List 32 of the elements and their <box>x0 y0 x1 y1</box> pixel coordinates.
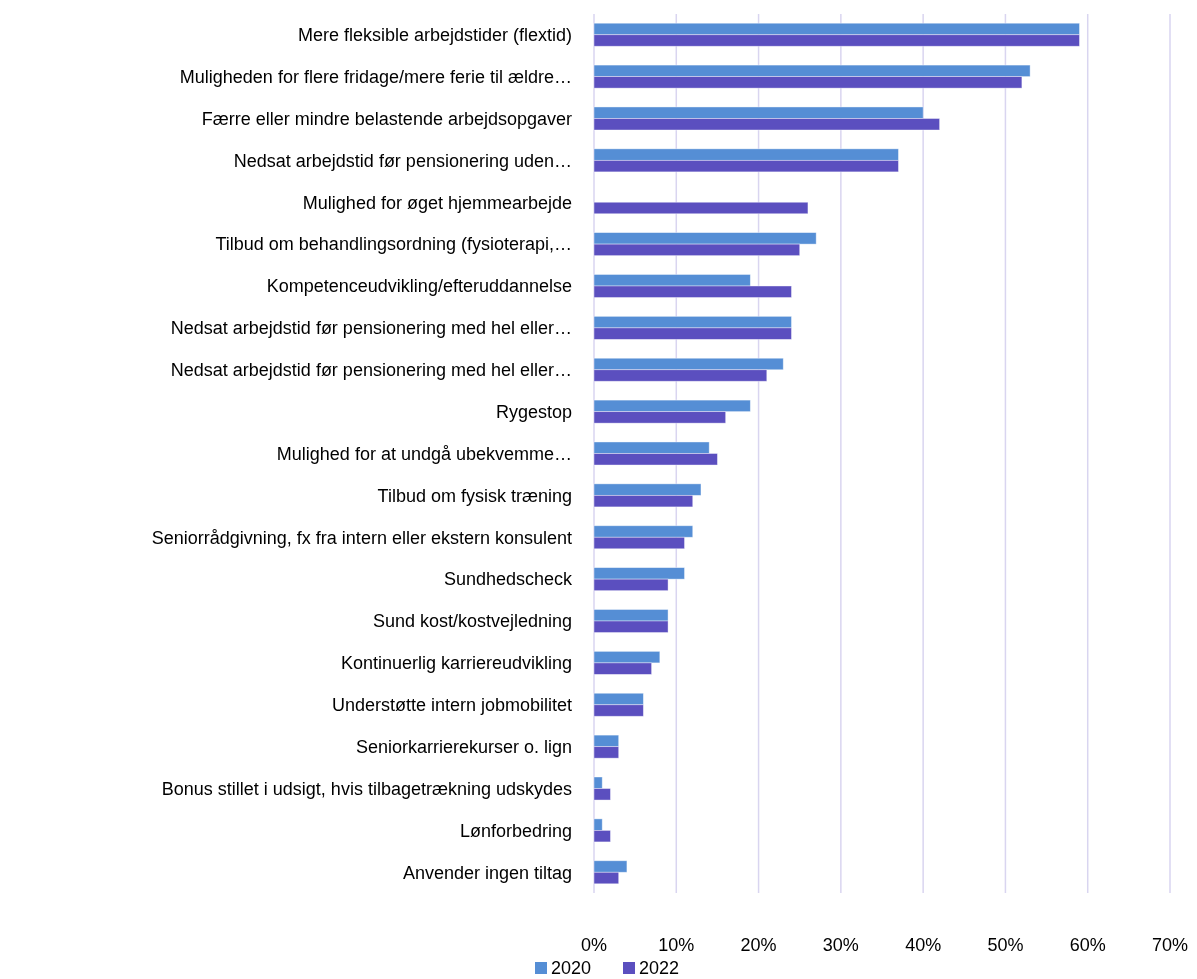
y-tick-label: Mulighed for at undgå ubekvemme… <box>276 443 572 464</box>
legend-label: 2022 <box>639 958 680 979</box>
y-tick-label: Muligheden for flere fridage/mere ferie til ældre… <box>179 66 572 87</box>
y-tick-label: Nedsat arbejdstid før pensionering uden… <box>233 150 572 171</box>
bar <box>593 201 809 215</box>
y-tick-label: Sundhedscheck <box>443 569 573 590</box>
x-tick-label: 20% <box>740 935 777 956</box>
y-tick-label: Seniorkarrierekurser o. lign <box>355 736 572 757</box>
x-tick-label: 50% <box>987 935 1024 956</box>
y-tick-label: Understøtte intern jobmobilitet <box>331 695 572 716</box>
x-tick-label: 0% <box>580 935 608 956</box>
legend-label: 2020 <box>551 958 592 979</box>
y-tick-label: Seniorrådgivning, fx fra intern eller ekstern konsulent <box>151 527 572 548</box>
y-tick-label: Anvender ingen tiltag <box>402 862 572 883</box>
x-tick-label: 60% <box>1069 935 1106 956</box>
y-tick-label: Nedsat arbejdstid før pensionering med hel eller… <box>170 318 572 339</box>
x-tick-label: 70% <box>1151 935 1189 956</box>
x-tick-label: 40% <box>905 935 942 956</box>
x-tick-label: 10% <box>658 935 695 956</box>
y-tick-label: Kompetenceudvikling/efteruddannelse <box>266 276 572 297</box>
y-tick-label: Kontinuerlig karriereudvikling <box>340 653 572 674</box>
y-tick-label: Tilbud om fysisk træning <box>377 485 572 506</box>
y-tick-label: Tilbud om behandlingsordning (fysioterapi,… <box>215 234 572 255</box>
x-tick-label: 30% <box>822 935 859 956</box>
y-tick-label: Sund kost/kostvejledning <box>372 611 572 632</box>
y-tick-label: Nedsat arbejdstid før pensionering med hel eller… <box>170 360 572 381</box>
y-tick-label: Mere fleksible arbejdstider (flextid) <box>297 25 572 46</box>
y-tick-label: Bonus stillet i udsigt, hvis tilbagetrækning udskydes <box>161 778 572 799</box>
y-tick-label: Lønforbedring <box>459 820 572 841</box>
y-tick-label: Rygestop <box>495 401 572 422</box>
y-tick-label: Mulighed for øget hjemmearbejde <box>302 192 572 213</box>
y-tick-label: Færre eller mindre belastende arbejdsopgaver <box>201 108 572 129</box>
